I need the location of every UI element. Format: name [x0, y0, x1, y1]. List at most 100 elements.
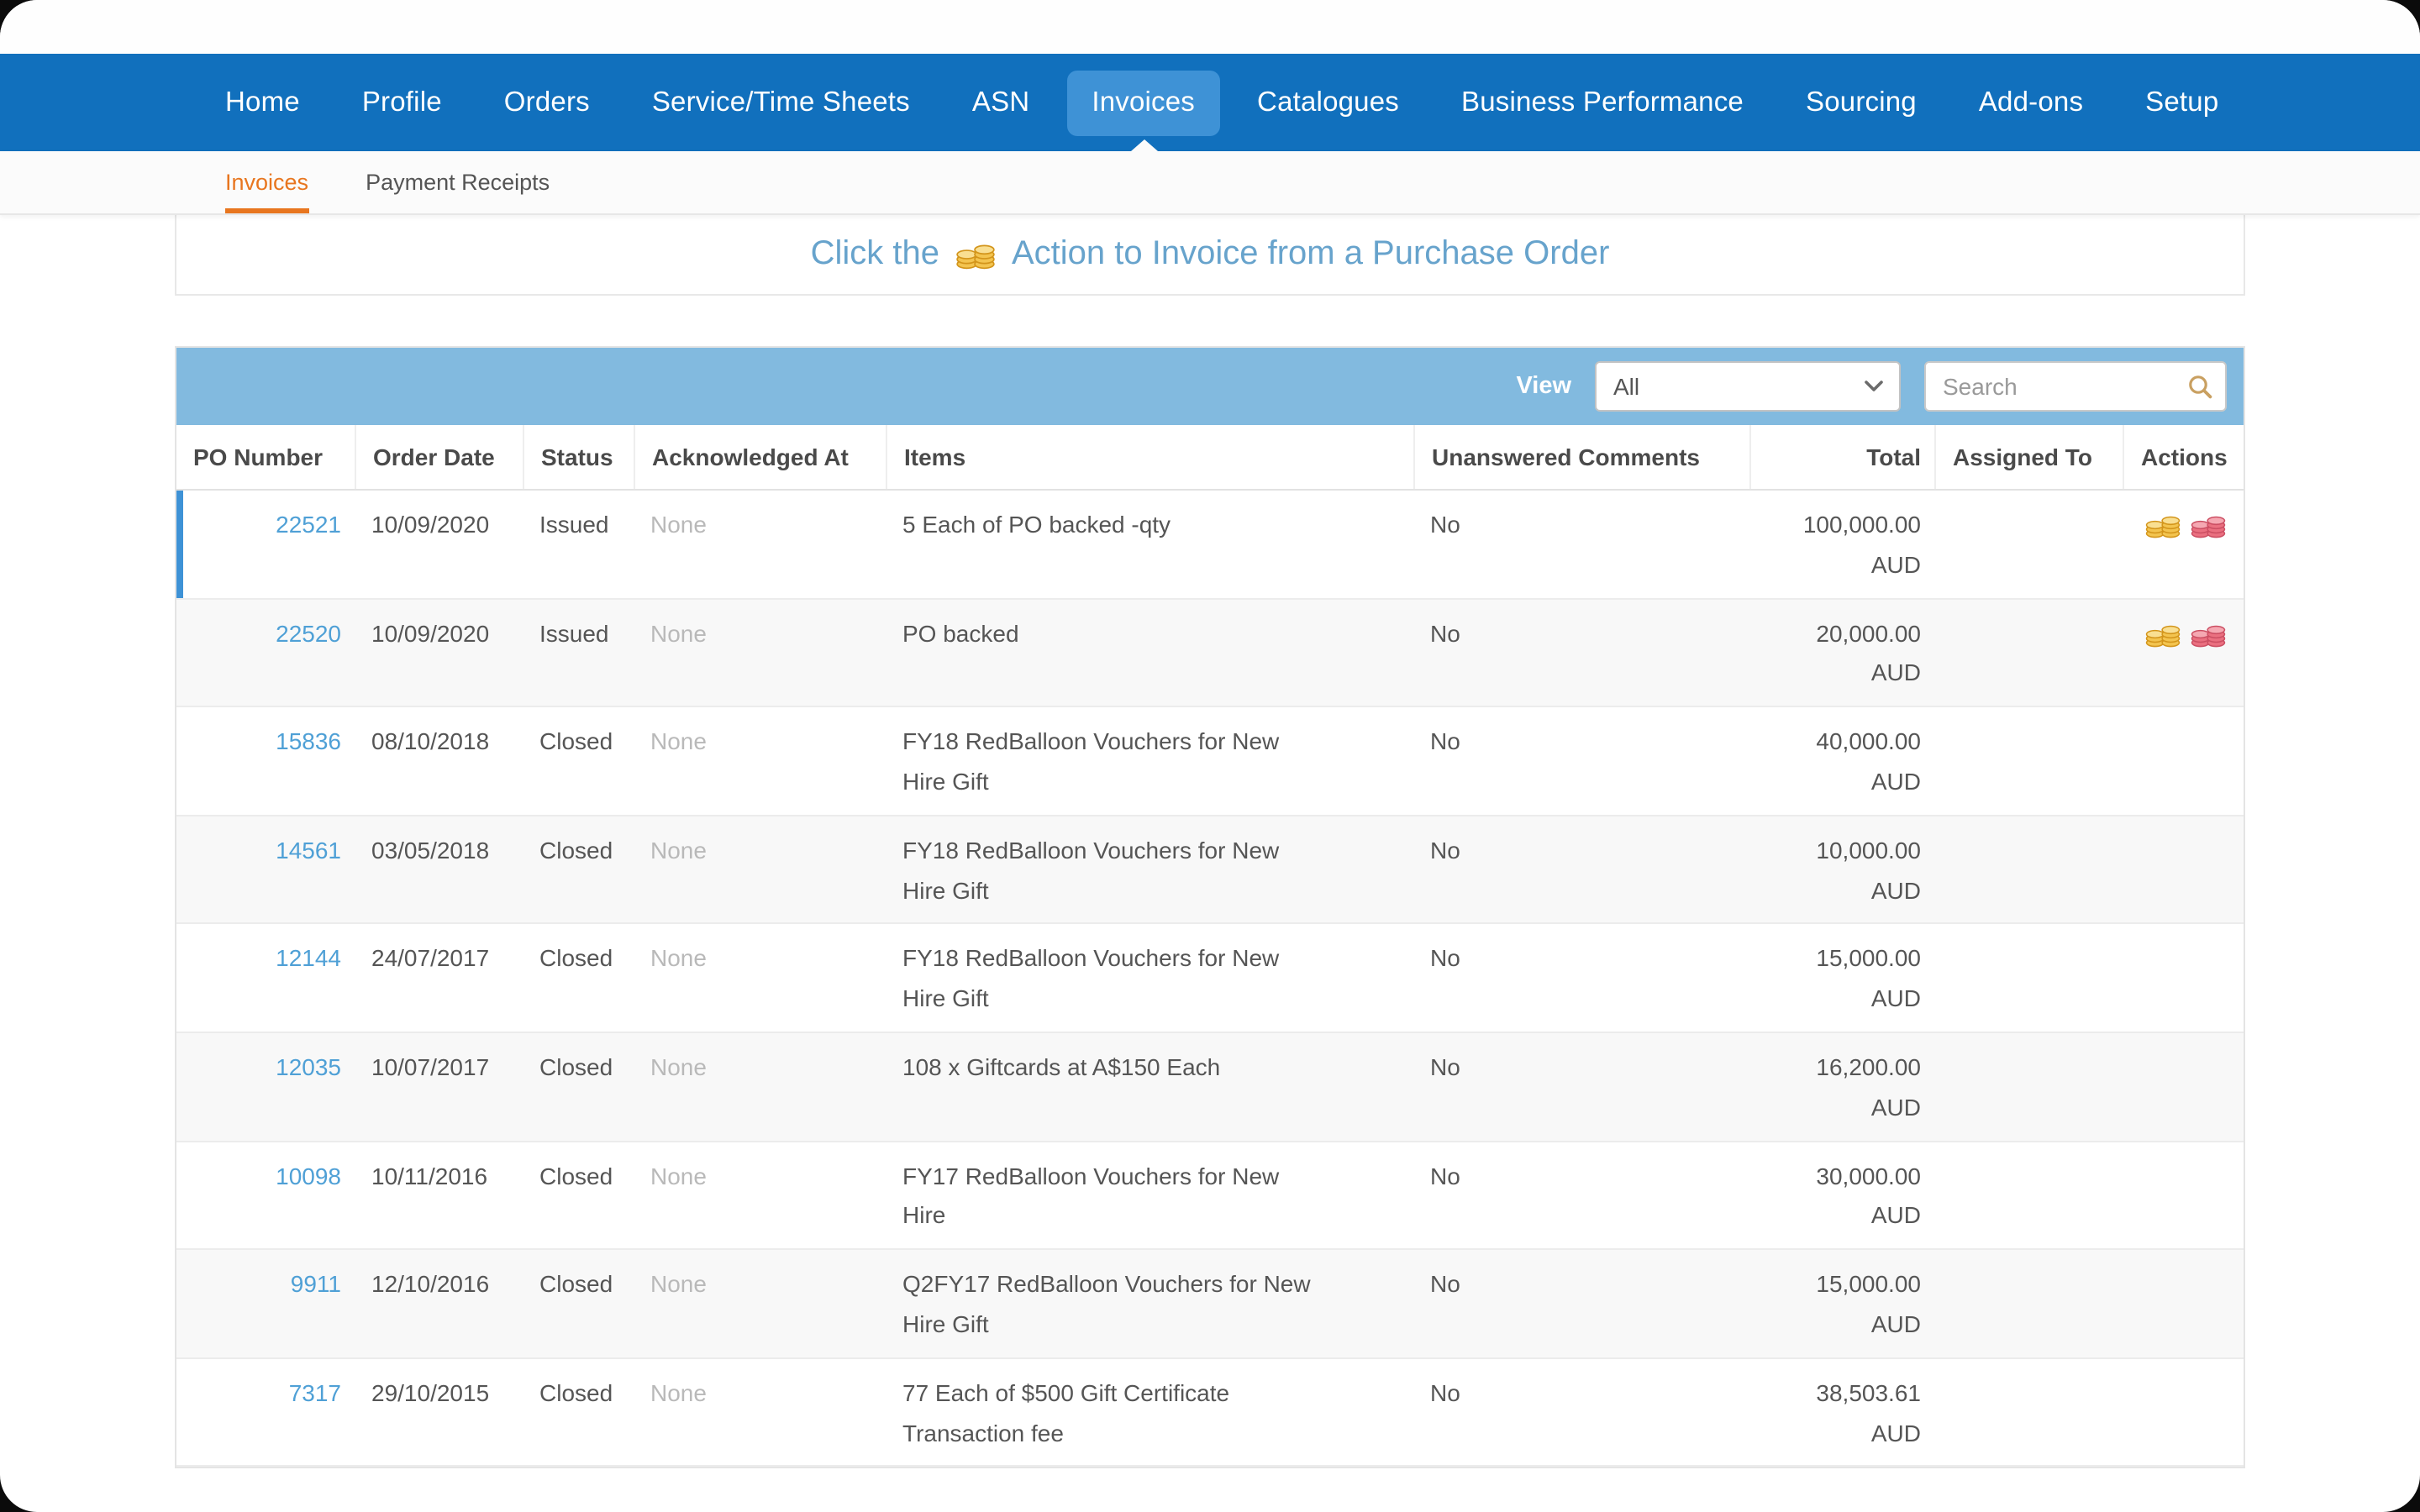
assigned-to-cell [1934, 1359, 2123, 1466]
nav-item-setup[interactable]: Setup [2145, 87, 2219, 117]
red-coins-icon [2190, 619, 2227, 648]
create-invoice-action[interactable] [2144, 619, 2181, 648]
nav-item-add-ons[interactable]: Add-ons [1978, 87, 2084, 117]
column-header-assigned-to: Assigned To [1934, 425, 2123, 489]
total-cell: 40,000.00 AUD [1749, 707, 1934, 814]
acknowledged-at-value: None [650, 619, 707, 647]
view-select[interactable]: All [1595, 361, 1901, 412]
total-cell: 30,000.00 AUD [1749, 1142, 1934, 1248]
invoices-table: View All PO Number Order DateStatusAcknow… [175, 346, 2245, 1469]
assigned-to-cell [1934, 1033, 2123, 1140]
column-header-unanswered-comments: Unanswered Comments [1413, 425, 1749, 489]
status-cell: Closed [539, 1270, 613, 1298]
table-row-po-12144: 12144 24/07/2017 Closed None FY18 RedBalloon… [176, 924, 2244, 1033]
items-text: FY18 RedBalloon Vouchers for New Hire Gi… [902, 727, 1280, 795]
nav-item-invoices[interactable]: Invoices [1066, 70, 1221, 135]
unanswered-comments-cell: No [1430, 1162, 1460, 1189]
status-cell: Closed [539, 1162, 613, 1189]
total-currency: AUD [1870, 767, 1921, 795]
actions-cell [2123, 925, 2244, 1032]
assigned-to-cell [1934, 1142, 2123, 1248]
column-header-total: Total [1749, 425, 1934, 489]
total-currency: AUD [1870, 1201, 1921, 1229]
unanswered-comments-cell: No [1430, 727, 1460, 755]
po-number-cell: 7317 [176, 1359, 355, 1466]
nav-item-orders[interactable]: Orders [503, 87, 590, 117]
acknowledged-at-cell: None [634, 1142, 886, 1248]
total-amount: 20,000.00 [1816, 619, 1921, 647]
table-row-po-9911: 9911 12/10/2016 Closed None Q2FY17 RedBalloo… [176, 1250, 2244, 1359]
table-header-row: PO Number Order Date Status Acknowledged At… [176, 425, 2244, 491]
search-box [1924, 361, 2227, 412]
po-number-link[interactable]: 9911 [290, 1270, 341, 1298]
total-cell: 10,000.00 AUD [1749, 816, 1934, 923]
table-row-po-12035: 12035 10/07/2017 Closed None 108 x Giftcards… [176, 1032, 2244, 1142]
order-date-cell: 10/09/2020 [371, 619, 490, 647]
status-cell: Closed [539, 836, 613, 864]
chevron-down-icon [1865, 381, 1883, 391]
status-cell: Closed [539, 1053, 613, 1080]
po-number-link[interactable]: 22521 [276, 511, 341, 538]
items-cell: FY18 RedBalloon Vouchers for New Hire Gi… [886, 707, 1413, 814]
items-cell: FY18 RedBalloon Vouchers for New Hire Gi… [886, 925, 1413, 1032]
actions-cell [2123, 1359, 2244, 1466]
po-number-link[interactable]: 14561 [276, 836, 341, 864]
status-cell: Closed [539, 727, 613, 755]
acknowledged-at-cell: None [634, 1033, 886, 1140]
po-number-link[interactable]: 22520 [276, 619, 341, 647]
order-date-cell: 24/07/2017 [371, 944, 490, 972]
order-date-cell: 29/10/2015 [371, 1378, 490, 1406]
table-row-po-22520: 22520 10/09/2020 Issued None PO backed No 20,0… [176, 599, 2244, 708]
unanswered-comments-cell: No [1430, 1053, 1460, 1080]
nav-item-home[interactable]: Home [225, 87, 300, 117]
total-cell: 16,200.00 AUD [1749, 1033, 1934, 1140]
total-currency: AUD [1870, 1093, 1921, 1121]
total-amount: 15,000.00 [1816, 1270, 1921, 1298]
total-currency: AUD [1870, 659, 1921, 686]
create-invoice-action[interactable] [2144, 511, 2181, 539]
column-header-acknowledged-at: Acknowledged At [634, 425, 886, 489]
actions-cell [2123, 1142, 2244, 1248]
po-number-link[interactable]: 7317 [288, 1378, 341, 1406]
total-cell: 15,000.00 AUD [1749, 925, 1934, 1032]
create-credit-note-action[interactable] [2190, 511, 2227, 539]
acknowledged-at-cell: None [634, 599, 886, 706]
items-text: FY18 RedBalloon Vouchers for New Hire Gi… [902, 836, 1280, 904]
po-number-cell: 22520 [176, 599, 355, 706]
unanswered-comments-cell: No [1430, 1270, 1460, 1298]
items-text: FY17 RedBalloon Vouchers for New Hire [902, 1162, 1280, 1229]
po-number-link[interactable]: 15836 [276, 727, 341, 755]
items-cell: FY18 RedBalloon Vouchers for New Hire Gi… [886, 816, 1413, 923]
view-select-value: All [1613, 373, 1640, 400]
column-header-po-number: PO Number [193, 444, 324, 470]
nav-item-business-performance[interactable]: Business Performance [1461, 87, 1744, 117]
po-number-link[interactable]: 10098 [276, 1162, 341, 1189]
nav-item-profile[interactable]: Profile [361, 87, 442, 117]
table-row-po-14561: 14561 03/05/2018 Closed None FY18 RedBalloon… [176, 816, 2244, 925]
total-amount: 16,200.00 [1816, 1053, 1921, 1080]
acknowledged-at-value: None [650, 727, 707, 755]
subnav-item-payment-receipts[interactable]: Payment Receipts [366, 170, 550, 195]
table-body: 22521 10/09/2020 Issued None 5 Each of PO ba… [176, 491, 2244, 1467]
items-text: Q2FY17 RedBalloon Vouchers for New Hire … [902, 1270, 1311, 1337]
search-input[interactable] [1924, 361, 2227, 412]
acknowledged-at-value: None [650, 511, 707, 538]
po-number-link[interactable]: 12144 [276, 944, 341, 972]
total-amount: 30,000.00 [1816, 1162, 1921, 1189]
nav-item-service-time-sheets[interactable]: Service/Time Sheets [651, 87, 910, 117]
items-text: 77 Each of $500 Gift Certificate Transac… [902, 1378, 1230, 1446]
nav-item-asn[interactable]: ASN [971, 87, 1030, 117]
nav-item-catalogues[interactable]: Catalogues [1257, 87, 1399, 117]
actions-cell [2123, 491, 2244, 597]
total-cell: 38,503.61 AUD [1749, 1359, 1934, 1466]
subnav-item-invoices[interactable]: Invoices [225, 151, 308, 213]
items-text: 108 x Giftcards at A$150 Each [902, 1053, 1221, 1080]
create-credit-note-action[interactable] [2190, 619, 2227, 648]
order-date-cell: 10/09/2020 [371, 511, 490, 538]
nav-item-sourcing[interactable]: Sourcing [1806, 87, 1917, 117]
table-row-po-22521: 22521 10/09/2020 Issued None 5 Each of PO ba… [176, 491, 2244, 600]
view-label: View [1516, 373, 1571, 400]
po-number-link[interactable]: 12035 [276, 1053, 341, 1080]
active-tab-notch [1130, 139, 1157, 151]
